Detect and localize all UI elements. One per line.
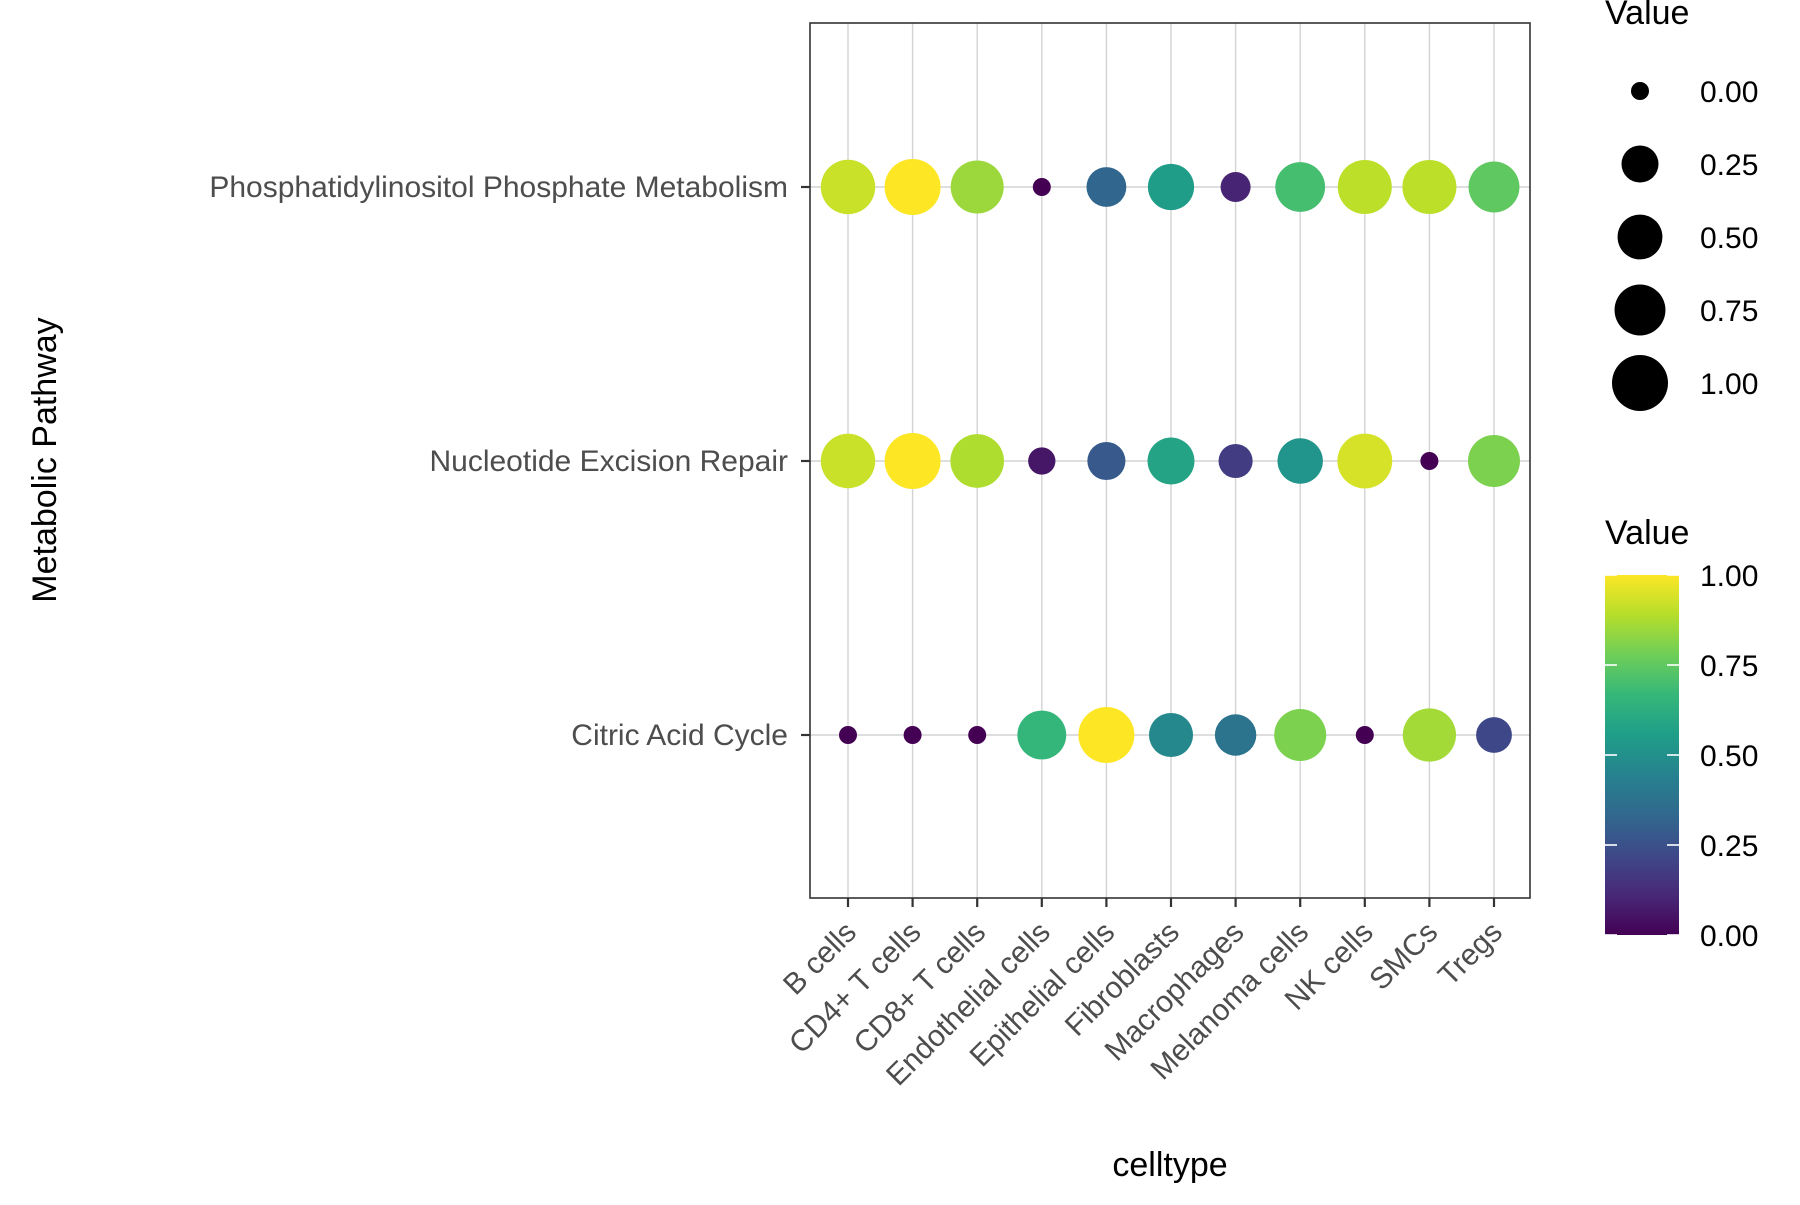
colorbar-label: 0.00 <box>1700 920 1758 953</box>
size-legend-label: 0.00 <box>1700 76 1758 109</box>
colorbar-label: 0.75 <box>1700 650 1758 683</box>
colorbar-label: 0.25 <box>1700 830 1758 863</box>
data-point <box>903 726 922 744</box>
size-legend-title: Value <box>1605 0 1689 32</box>
size-legend-label: 0.25 <box>1700 149 1758 182</box>
data-point <box>1032 178 1051 196</box>
color-legend: Value 1.00 0.75 0.50 0.25 0.00 <box>1605 514 1758 953</box>
x-tick-label: SMCs <box>1363 916 1444 997</box>
data-point <box>950 434 1005 488</box>
data-point <box>1147 163 1195 211</box>
data-point <box>968 726 987 744</box>
data-point <box>1277 438 1323 484</box>
data-point <box>1017 710 1067 760</box>
data-point <box>1402 708 1457 762</box>
size-legend-key <box>1631 82 1649 100</box>
data-point <box>1468 161 1520 213</box>
size-legend-key <box>1617 214 1663 260</box>
data-point <box>1337 159 1392 215</box>
data-point <box>820 433 876 489</box>
data-point <box>1220 171 1251 203</box>
size-legend-key <box>1612 355 1668 411</box>
data-point <box>1086 167 1127 207</box>
data-point <box>1214 714 1257 756</box>
color-legend-title: Value <box>1605 514 1689 552</box>
data-points <box>820 159 1520 763</box>
colorbar <box>1605 575 1679 935</box>
data-point <box>1476 717 1512 753</box>
data-point <box>884 159 941 215</box>
y-tick-label: Phosphatidylinositol Phosphate Metabolis… <box>209 171 788 204</box>
y-tick-label: Nucleotide Excision Repair <box>429 445 788 478</box>
data-point <box>950 160 1004 214</box>
data-point <box>1402 159 1457 215</box>
colorbar-label: 0.50 <box>1700 740 1758 773</box>
data-point <box>884 433 941 489</box>
data-point <box>1028 447 1056 475</box>
data-point <box>1274 709 1327 761</box>
x-tick-label: Tregs <box>1432 916 1509 993</box>
y-tick-label: Citric Acid Cycle <box>571 719 788 752</box>
size-legend-label: 0.75 <box>1700 295 1758 328</box>
data-point <box>1147 437 1195 485</box>
colorbar-label: 1.00 <box>1700 560 1758 593</box>
data-point <box>1275 162 1326 212</box>
data-point <box>839 726 857 744</box>
data-point <box>1218 443 1253 479</box>
size-legend: Value 0.00 0.25 0.50 0.75 1.00 <box>1605 0 1758 411</box>
data-point <box>820 159 876 215</box>
x-axis-title: celltype <box>1112 1146 1227 1184</box>
size-legend-key <box>1621 145 1659 183</box>
y-axis-title: Metabolic Pathway <box>26 317 64 602</box>
size-legend-key <box>1614 284 1666 336</box>
data-point <box>1148 712 1194 758</box>
data-point <box>1337 433 1393 489</box>
data-point <box>1468 435 1520 487</box>
data-point <box>1087 441 1126 481</box>
data-point <box>1078 707 1135 763</box>
data-point <box>1420 452 1439 470</box>
size-legend-label: 1.00 <box>1700 368 1758 401</box>
data-point <box>1355 726 1374 744</box>
size-legend-label: 0.50 <box>1700 222 1758 255</box>
